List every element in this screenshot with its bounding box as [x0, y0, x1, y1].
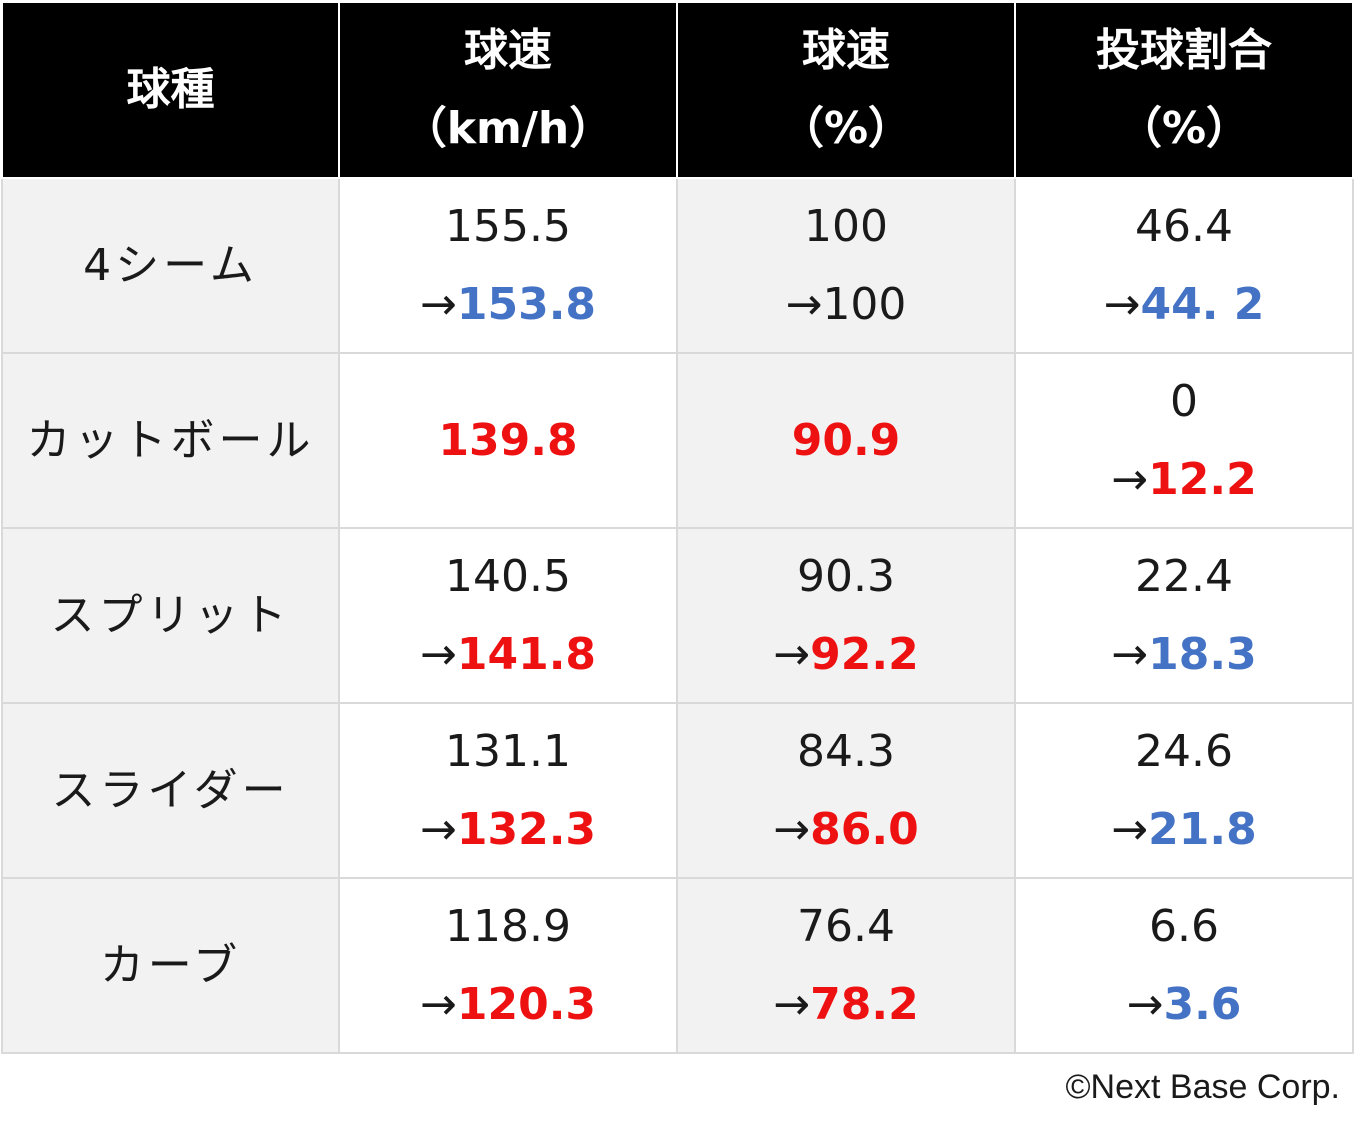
updated-value-line: →21.8	[1016, 791, 1352, 869]
previous-value: 100	[804, 200, 888, 252]
previous-value: 6.6	[1149, 900, 1219, 952]
previous-value: 155.5	[445, 200, 571, 252]
copyright-text: ©Next Base Corp.	[1065, 1068, 1341, 1106]
table-row: カーブ 118.9 →120.3 76.4 →78.2 6.6 →3.6	[1, 877, 1354, 1054]
header-speed-kmh-line1: 球速	[464, 25, 552, 76]
header-row: 球種 球速 （km/h） 球速 （%） 投球割合 （%）	[1, 1, 1354, 179]
pitch-type-cell: スライダー	[1, 702, 340, 879]
updated-value: 120.3	[456, 978, 597, 1030]
table-row: 4シーム 155.5 →153.8 100 →100 46.4 →44. 2	[1, 177, 1354, 354]
value-cell: 46.4 →44. 2	[1014, 177, 1354, 354]
previous-value: 118.9	[445, 900, 571, 952]
updated-value: 132.3	[456, 803, 597, 855]
pitch-type-label: スライダー	[51, 764, 290, 816]
value-cell: 0 →12.2	[1014, 352, 1354, 529]
arrow-icon: →	[773, 803, 811, 855]
new-pitch-value: 139.8	[438, 414, 578, 466]
updated-value: 92.2	[810, 628, 919, 680]
previous-value: 24.6	[1135, 725, 1233, 777]
pitch-type-label: カーブ	[99, 939, 242, 991]
previous-value: 0	[1170, 375, 1198, 427]
arrow-icon: →	[419, 978, 457, 1030]
value-cell: 24.6 →21.8	[1014, 702, 1354, 879]
value-cell: 131.1 →132.3	[338, 702, 678, 879]
updated-value: 44. 2	[1140, 278, 1265, 330]
arrow-icon: →	[1103, 278, 1141, 330]
updated-value: 100	[822, 278, 907, 330]
header-speed-kmh: 球速 （km/h）	[338, 1, 678, 179]
table-body: 4シーム 155.5 →153.8 100 →100 46.4 →44. 2 カットボール 13…	[1, 177, 1354, 1054]
header-pitch-type: 球種	[1, 1, 340, 179]
arrow-icon: →	[1111, 453, 1149, 505]
arrow-icon: →	[419, 628, 457, 680]
updated-value-line: →153.8	[340, 266, 676, 344]
arrow-icon: →	[785, 278, 823, 330]
updated-value-line: →141.8	[340, 616, 676, 694]
value-cell: 22.4 →18.3	[1014, 527, 1354, 704]
updated-value-line: →132.3	[340, 791, 676, 869]
previous-value: 46.4	[1135, 200, 1233, 252]
updated-value-line: →92.2	[678, 616, 1014, 694]
pitch-type-cell: カーブ	[1, 877, 340, 1054]
updated-value-line: →120.3	[340, 966, 676, 1044]
previous-value: 76.4	[797, 900, 895, 952]
value-cell: 118.9 →120.3	[338, 877, 678, 1054]
pitch-type-cell: カットボール	[1, 352, 340, 529]
updated-value: 86.0	[810, 803, 919, 855]
arrow-icon: →	[1126, 978, 1164, 1030]
arrow-icon: →	[773, 978, 811, 1030]
value-cell: 6.6 →3.6	[1014, 877, 1354, 1054]
value-cell: 140.5 →141.8	[338, 527, 678, 704]
header-speed-pct-line1: 球速	[802, 25, 890, 76]
header-speed-pct: 球速 （%）	[676, 1, 1016, 179]
updated-value-line: →3.6	[1016, 966, 1352, 1044]
value-cell: 90.9	[676, 352, 1016, 529]
updated-value: 18.3	[1148, 628, 1257, 680]
updated-value: 12.2	[1148, 453, 1257, 505]
arrow-icon: →	[1111, 803, 1149, 855]
arrow-icon: →	[419, 278, 457, 330]
updated-value: 141.8	[456, 628, 597, 680]
updated-value-line: →100	[678, 266, 1014, 344]
pitch-type-label: カットボール	[26, 414, 315, 466]
updated-value: 153.8	[456, 278, 597, 330]
table-row: スプリット 140.5 →141.8 90.3 →92.2 22.4 →18.3	[1, 527, 1354, 704]
header-speed-pct-line2: （%）	[779, 103, 913, 154]
pitch-type-label: 4シーム	[83, 239, 258, 291]
value-cell: 76.4 →78.2	[676, 877, 1016, 1054]
updated-value-line: →44. 2	[1016, 266, 1352, 344]
pitch-type-cell: スプリット	[1, 527, 340, 704]
value-cell: 90.3 →92.2	[676, 527, 1016, 704]
value-cell: 84.3 →86.0	[676, 702, 1016, 879]
updated-value-line: →78.2	[678, 966, 1014, 1044]
previous-value: 131.1	[445, 725, 571, 777]
previous-value: 140.5	[445, 550, 571, 602]
updated-value-line: →86.0	[678, 791, 1014, 869]
arrow-icon: →	[1111, 628, 1149, 680]
header-pitch-ratio-line2: （%）	[1117, 103, 1251, 154]
updated-value: 21.8	[1148, 803, 1257, 855]
header-pitch-ratio: 投球割合 （%）	[1014, 1, 1354, 179]
updated-value: 78.2	[810, 978, 919, 1030]
new-pitch-value: 90.9	[791, 414, 901, 466]
pitch-table: 球種 球速 （km/h） 球速 （%） 投球割合 （%） 4シーム 155.5 →1…	[1, 1, 1354, 1054]
value-cell: 155.5 →153.8	[338, 177, 678, 354]
arrow-icon: →	[773, 628, 811, 680]
table-row: カットボール 139.8 90.9 0 →12.2	[1, 352, 1354, 529]
header-speed-kmh-line2: （km/h）	[402, 103, 614, 154]
previous-value: 90.3	[797, 550, 895, 602]
value-cell: 100 →100	[676, 177, 1016, 354]
pitch-type-label: スプリット	[50, 589, 291, 641]
pitch-type-cell: 4シーム	[1, 177, 340, 354]
arrow-icon: →	[419, 803, 457, 855]
header-pitch-type-label: 球種	[126, 64, 215, 115]
previous-value: 22.4	[1135, 550, 1233, 602]
value-cell: 139.8	[338, 352, 678, 529]
updated-value-line: →12.2	[1016, 441, 1352, 519]
table-row: スライダー 131.1 →132.3 84.3 →86.0 24.6 →21.8	[1, 702, 1354, 879]
header-pitch-ratio-line1: 投球割合	[1096, 25, 1272, 76]
previous-value: 84.3	[797, 725, 895, 777]
updated-value-line: →18.3	[1016, 616, 1352, 694]
updated-value: 3.6	[1163, 978, 1242, 1030]
